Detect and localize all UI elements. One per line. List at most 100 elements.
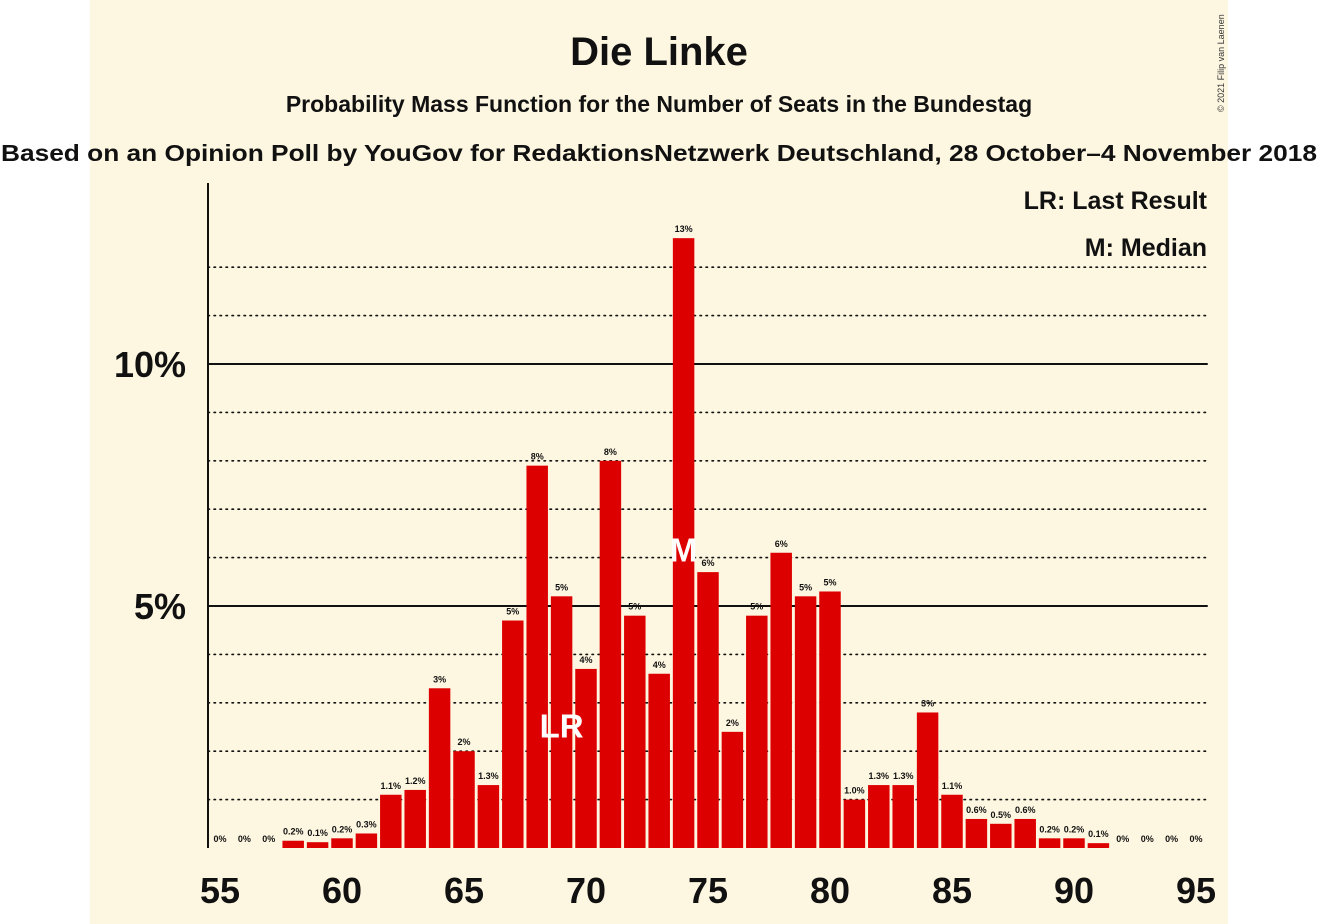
data-label-seats-63: 1.2%: [405, 776, 426, 786]
bar-seats-64: [428, 688, 451, 848]
data-label-seats-61: 0.3%: [356, 819, 377, 829]
bar-seats-70: [575, 668, 597, 848]
bar-seats-67: [502, 620, 524, 848]
data-label-seats-67: 5%: [506, 607, 519, 617]
data-label-seats-77: 5%: [750, 602, 763, 612]
bar-seats-75: [697, 572, 719, 848]
data-label-seats-56: 0%: [238, 834, 251, 844]
bar-seats-68: [526, 465, 548, 848]
data-label-seats-76: 2%: [726, 718, 739, 728]
data-label-seats-70: 4%: [579, 655, 592, 665]
data-label-seats-68: 8%: [531, 452, 544, 462]
bar-seats-73: [648, 673, 670, 848]
bar-seats-65: [453, 751, 475, 848]
bar-seats-69: [550, 596, 573, 848]
data-labels: 0% 0% 0%0.2% 0.1% 0.2% 0.3%1.1% 1.2%3%2%1.3%5%…: [213, 224, 1202, 844]
data-label-seats-74: 13%: [675, 224, 693, 234]
x-tick-label: 85: [932, 870, 972, 911]
bar-seats-82: [868, 785, 890, 848]
data-label-seats-69: 5%: [555, 582, 568, 592]
bar-seats-81: [843, 799, 866, 848]
bar-seats-78: [770, 552, 792, 848]
bars: [282, 238, 1110, 848]
median-marker: M: [670, 531, 698, 568]
data-label-seats-58: 0.2%: [283, 827, 304, 837]
data-label-seats-57: 0%: [262, 834, 275, 844]
data-label-seats-62: 1.1%: [381, 781, 402, 791]
data-label-seats-65: 2%: [457, 737, 470, 747]
chart-subtitle: Probability Mass Function for the Number…: [286, 91, 1032, 117]
bar-seats-60: [331, 838, 353, 848]
y-tick-label: 5%: [134, 586, 186, 627]
data-label-seats-88: 0.6%: [1015, 805, 1036, 815]
data-label-seats-85: 1.1%: [942, 781, 963, 791]
bar-seats-84: [916, 712, 939, 848]
data-label-seats-71: 8%: [604, 447, 617, 457]
y-axis-ticks: 5% 10%: [114, 344, 186, 627]
bar-seats-61: [355, 833, 378, 848]
data-label-seats-79: 5%: [799, 582, 812, 592]
data-label-seats-82: 1.3%: [869, 771, 890, 781]
bar-seats-63: [404, 789, 426, 848]
data-label-seats-80: 5%: [823, 577, 836, 587]
bar-seats-76: [721, 731, 744, 848]
bar-seats-59: [306, 842, 329, 848]
bar-seats-89: [1038, 838, 1061, 848]
x-tick-label: 55: [200, 870, 240, 911]
data-label-seats-90: 0.2%: [1064, 824, 1085, 834]
data-label-seats-60: 0.2%: [332, 824, 353, 834]
data-label-seats-66: 1.3%: [478, 771, 499, 781]
data-label-seats-73: 4%: [653, 660, 666, 670]
bar-seats-87: [990, 823, 1012, 848]
x-tick-label: 90: [1054, 870, 1094, 911]
bar-seats-71: [599, 460, 622, 848]
bar-seats-83: [892, 785, 914, 848]
data-label-seats-86: 0.6%: [966, 805, 987, 815]
bar-seats-86: [965, 818, 988, 848]
y-tick-label: 10%: [114, 344, 186, 385]
bar-seats-90: [1063, 838, 1085, 848]
bar-seats-85: [941, 794, 963, 848]
x-axis-ticks: 55 60 65 70 75 80 85 90 95: [200, 870, 1216, 911]
data-label-seats-72: 5%: [628, 602, 641, 612]
data-label-seats-91: 0.1%: [1088, 829, 1109, 839]
data-label-seats-55: 0%: [213, 834, 226, 844]
bar-seats-91: [1087, 843, 1110, 848]
bar-seats-58: [282, 840, 304, 848]
data-label-seats-64: 3%: [433, 674, 446, 684]
data-label-seats-81: 1.0%: [844, 786, 865, 796]
x-tick-label: 60: [322, 870, 362, 911]
bar-seats-62: [380, 794, 402, 848]
copyright-text: © 2021 Filip van Laenen: [1216, 14, 1226, 112]
x-tick-label: 65: [444, 870, 484, 911]
data-label-seats-59: 0.1%: [307, 828, 328, 838]
data-label-seats-94: 0%: [1165, 834, 1178, 844]
bar-seats-77: [746, 615, 768, 848]
bar-seats-74: [672, 238, 695, 848]
data-label-seats-78: 6%: [775, 539, 788, 549]
data-label-seats-93: 0%: [1141, 834, 1154, 844]
data-label-seats-95: 0%: [1189, 834, 1202, 844]
bar-seats-72: [624, 615, 646, 848]
data-label-seats-83: 1.3%: [893, 771, 914, 781]
data-label-seats-89: 0.2%: [1039, 824, 1060, 834]
x-tick-label: 75: [688, 870, 728, 911]
data-label-seats-84: 3%: [921, 698, 934, 708]
data-label-seats-87: 0.5%: [991, 810, 1012, 820]
x-tick-label: 70: [566, 870, 606, 911]
bar-seats-66: [477, 785, 500, 848]
bar-seats-80: [819, 591, 841, 848]
legend-last-result: LR: Last Result: [1024, 187, 1208, 215]
data-label-seats-75: 6%: [701, 558, 714, 568]
bar-seats-79: [794, 596, 817, 848]
bar-seats-88: [1014, 818, 1036, 848]
data-label-seats-92: 0%: [1116, 834, 1129, 844]
legend-median: M: Median: [1085, 234, 1207, 262]
x-tick-label: 95: [1176, 870, 1216, 911]
chart-source: Based on an Opinion Poll by YouGov for R…: [1, 140, 1317, 166]
x-tick-label: 80: [810, 870, 850, 911]
last-result-marker: LR: [540, 707, 584, 744]
chart-title: Die Linke: [570, 30, 748, 74]
